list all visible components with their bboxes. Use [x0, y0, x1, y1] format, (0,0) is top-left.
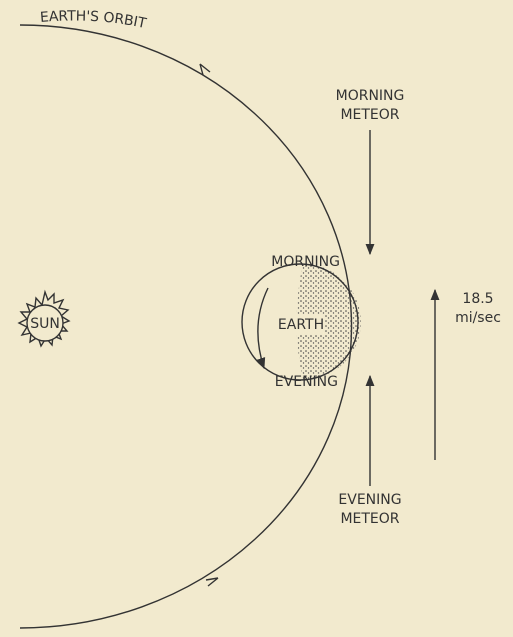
speed-value: 18.5	[462, 291, 493, 307]
background	[0, 0, 513, 637]
diagram: EARTH'S ORBIT SUN EARTH MORNING EVENING …	[0, 0, 513, 637]
speed-unit: mi/sec	[455, 310, 501, 326]
morning-meteor-label: METEOR	[340, 107, 399, 123]
earth-label: EARTH	[278, 317, 324, 333]
sun-label: SUN	[30, 316, 60, 332]
morning-meteor-label: MORNING	[336, 88, 405, 104]
evening-label: EVENING	[275, 374, 338, 390]
evening-meteor-label: METEOR	[340, 511, 399, 527]
evening-meteor-label: EVENING	[338, 492, 401, 508]
morning-label: MORNING	[271, 254, 340, 270]
